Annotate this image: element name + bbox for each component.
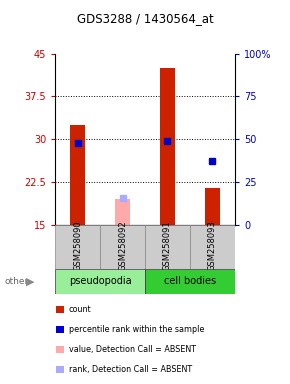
Text: count: count: [69, 305, 91, 314]
Bar: [115, 199, 130, 225]
Text: GSM258091: GSM258091: [163, 220, 172, 271]
Bar: [190, 225, 235, 269]
Text: GDS3288 / 1430564_at: GDS3288 / 1430564_at: [77, 12, 213, 25]
Text: GSM258093: GSM258093: [208, 220, 217, 271]
Text: ▶: ▶: [26, 276, 35, 286]
Bar: [145, 269, 235, 294]
Text: percentile rank within the sample: percentile rank within the sample: [69, 325, 204, 334]
Bar: [100, 225, 145, 269]
Text: value, Detection Call = ABSENT: value, Detection Call = ABSENT: [69, 345, 196, 354]
Text: cell bodies: cell bodies: [164, 276, 216, 286]
Text: GSM258090: GSM258090: [73, 220, 82, 271]
Text: other: other: [4, 277, 29, 286]
Bar: [56, 326, 64, 333]
Bar: [145, 225, 190, 269]
Bar: [70, 125, 86, 225]
Text: rank, Detection Call = ABSENT: rank, Detection Call = ABSENT: [69, 365, 192, 374]
Bar: [56, 346, 64, 353]
Bar: [56, 366, 64, 373]
Bar: [55, 225, 100, 269]
Bar: [56, 306, 64, 313]
Text: pseudopodia: pseudopodia: [69, 276, 131, 286]
Bar: [204, 188, 220, 225]
Text: GSM258092: GSM258092: [118, 220, 127, 271]
Bar: [160, 68, 175, 225]
Bar: [55, 269, 145, 294]
